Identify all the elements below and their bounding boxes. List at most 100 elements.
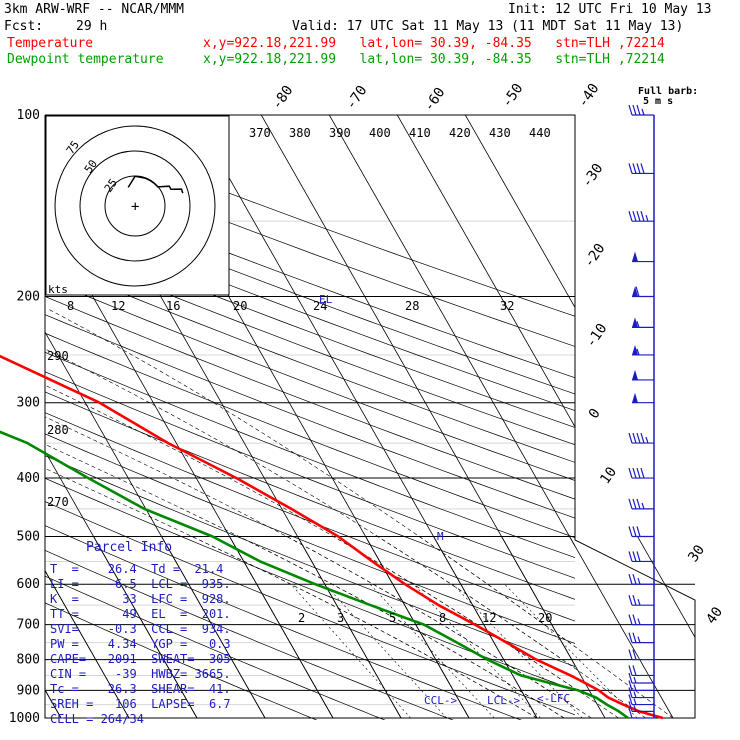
wind-barb-flag — [636, 467, 641, 479]
mixing-ratio-label: 32 — [500, 299, 514, 313]
wind-barb-flag — [628, 614, 633, 625]
profile-lines — [0, 354, 664, 720]
pressure-tick-label: 900 — [17, 683, 40, 698]
hodograph-ring-label: 75 — [64, 138, 82, 156]
dry-adiabat — [45, 391, 575, 600]
parcel-info-row: Tc = 26.3 SHEAR= 41. — [50, 682, 231, 696]
wind-barb-flag — [628, 632, 633, 643]
wind-barb — [628, 163, 654, 175]
wind-barb-half-flag — [637, 618, 641, 625]
mixing-ratio-label: 20 — [538, 611, 552, 625]
wind-barb-flag — [640, 163, 645, 174]
wind-barb-flag — [636, 526, 641, 537]
hodograph-ring-label: 50 — [82, 157, 100, 175]
mixing-ratio-label: 28 — [405, 299, 419, 313]
wind-barb — [632, 251, 654, 263]
potential-temperature-label: 440 — [529, 126, 551, 140]
wind-barb-flag — [628, 665, 633, 676]
isotherm — [93, 537, 198, 719]
potential-temperature-label: 430 — [489, 126, 511, 140]
wind-barb — [628, 498, 654, 510]
wind-barb-flag — [628, 694, 633, 705]
dry-adiabat — [45, 296, 575, 500]
isotherm — [328, 115, 575, 547]
wind-barb-flag — [628, 595, 633, 606]
forecast-hour: 29 h — [76, 19, 108, 34]
wind-barb-half-flag — [645, 214, 649, 222]
wind-barb — [628, 614, 654, 626]
ccl-marker: CCL-> — [424, 694, 457, 707]
wind-barb — [632, 317, 654, 328]
wind-barb-flag — [632, 665, 637, 676]
wind-barb — [628, 632, 654, 644]
wind-barb-flag — [632, 574, 637, 585]
parcel-info-row: K = 33 LFC = 928. — [50, 592, 231, 606]
isotherm-label: -50 — [499, 81, 527, 111]
dry-adiabat — [45, 351, 575, 559]
dry-adiabat — [45, 261, 575, 463]
hodograph-unit-label: kts — [48, 283, 68, 296]
mixing-ratio-label: 3 — [337, 611, 344, 625]
parcel-info-row: SVI= -0.3 CCL = 934. — [50, 622, 231, 636]
parcel-info-row: SREH = 106 LAPSE= 6.7 — [50, 697, 231, 711]
parcel-info-row: CIN = -39 HWBZ= 3665. — [50, 667, 231, 681]
wind-barb — [628, 672, 654, 684]
wind-barb-flag — [636, 104, 641, 116]
wind-barb-flag — [632, 498, 637, 510]
moist-adiabat — [333, 537, 619, 719]
mixing-ratio-line — [369, 583, 495, 719]
wind-barb-flag — [628, 498, 633, 510]
wind-barb — [628, 211, 654, 222]
wind-barb — [628, 467, 654, 479]
wind-barb-flag — [628, 551, 633, 562]
dry-adiabat — [45, 412, 575, 622]
wind-barb-flag — [636, 163, 641, 174]
isotherm — [465, 115, 740, 718]
pressure-tick-label: 1000 — [9, 711, 40, 726]
wind-barb-half-flag — [633, 698, 637, 705]
isotherm-label: -30 — [579, 161, 607, 191]
dry-adiabat — [45, 575, 386, 720]
temperature-profile — [0, 354, 664, 720]
wind-barb-pennant — [632, 286, 638, 297]
mixing-ratio-label: 16 — [166, 299, 180, 313]
isotherm-label: -20 — [581, 241, 609, 271]
wind-barb-half-flag — [641, 108, 645, 116]
el-marker: EL — [319, 293, 333, 306]
hodograph-frame — [45, 115, 230, 296]
potential-temperature-label: 400 — [369, 126, 391, 140]
wind-barb-half-flag — [637, 578, 641, 585]
wind-barb-flag — [640, 432, 645, 444]
pressure-tick-label: 600 — [17, 577, 40, 592]
potential-temperature-label: 290 — [47, 349, 69, 363]
isotherm — [45, 569, 130, 719]
wind-barb-flag — [632, 632, 637, 643]
wind-barb — [628, 574, 654, 585]
hodograph-ring-label: 25 — [102, 176, 120, 194]
dry-adiabat — [45, 211, 575, 411]
wind-barb-flag — [632, 104, 637, 116]
hodograph-ring — [79, 150, 191, 262]
wind-barb-flag — [632, 526, 637, 537]
wind-barb-half-flag — [645, 436, 649, 444]
wind-barb — [632, 392, 654, 404]
mixing-ratio-label: 8 — [67, 299, 74, 313]
parcel-info-row: PW = 4.34 YGP = 0.3 — [50, 637, 231, 651]
potential-temperature-label: 280 — [47, 423, 69, 437]
wind-barb-flag — [636, 498, 641, 510]
dry-adiabat — [45, 180, 575, 379]
dry-adiabat — [45, 455, 575, 667]
wind-barb-flag — [628, 574, 633, 585]
isotherm-label: -60 — [421, 85, 449, 115]
wind-barb-half-flag — [636, 348, 640, 356]
lfc-marker: <-LFC — [537, 692, 570, 705]
moist-adiabat — [419, 537, 674, 719]
wind-barb-half-flag — [633, 691, 637, 698]
wind-barb-flag — [632, 467, 637, 479]
level-marker: M — [437, 530, 444, 543]
wind-barb-half-flag — [633, 676, 637, 684]
dewpoint-profile — [0, 430, 629, 720]
wind-barb — [628, 551, 654, 563]
